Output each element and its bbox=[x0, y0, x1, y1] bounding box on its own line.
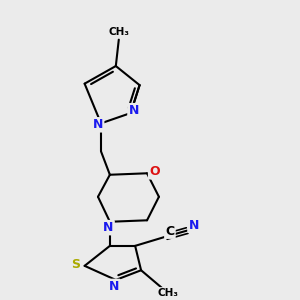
Text: N: N bbox=[188, 219, 199, 232]
Text: N: N bbox=[93, 118, 103, 131]
Text: O: O bbox=[149, 165, 160, 178]
Text: N: N bbox=[128, 104, 139, 117]
Text: S: S bbox=[71, 258, 80, 271]
Text: C: C bbox=[165, 225, 175, 238]
Text: N: N bbox=[103, 221, 114, 234]
Text: N: N bbox=[109, 280, 119, 293]
Text: CH₃: CH₃ bbox=[157, 288, 178, 298]
Text: CH₃: CH₃ bbox=[108, 27, 129, 37]
